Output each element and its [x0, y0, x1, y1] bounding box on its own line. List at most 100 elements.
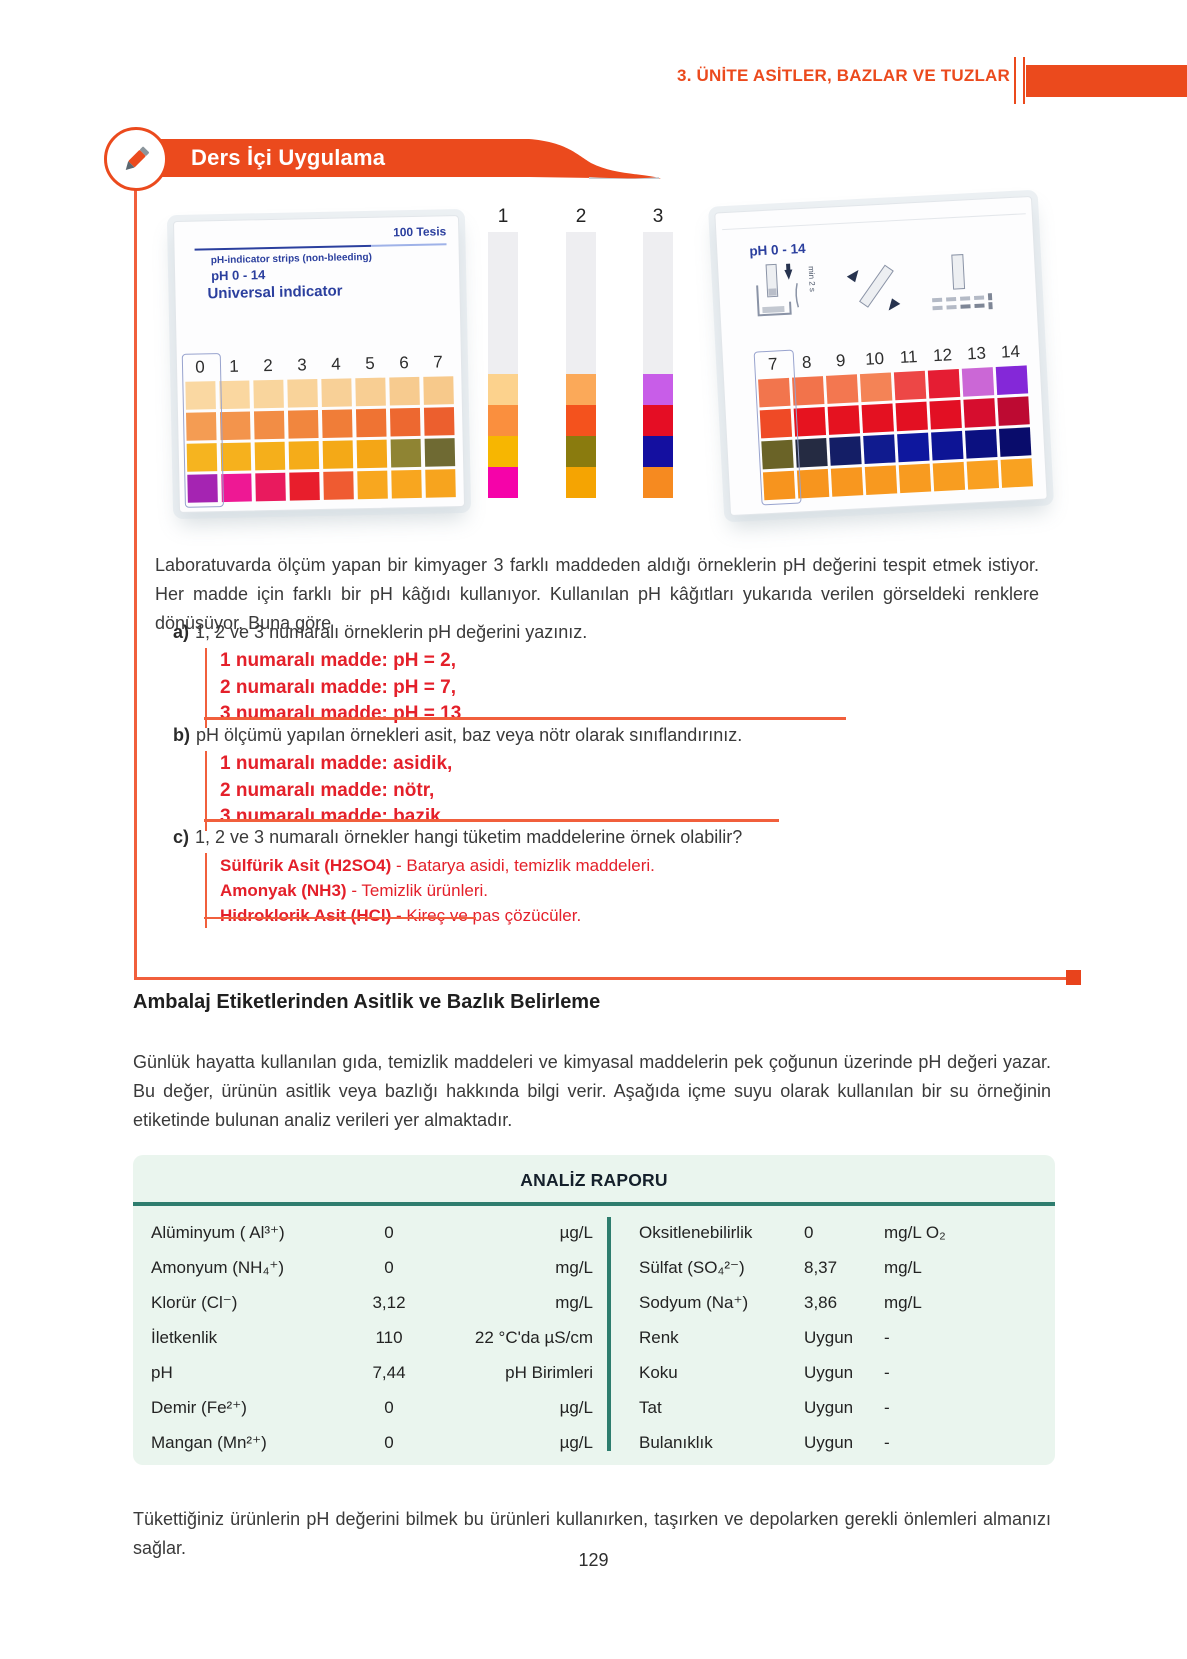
dip-time-caption: min 2 s: [806, 265, 818, 293]
ph-swatch: [253, 410, 285, 440]
ph-swatch: [898, 463, 932, 494]
strip-outline-overlay: [181, 353, 224, 508]
report-row: Tat Uygun -: [639, 1390, 1043, 1425]
ph-swatch: [323, 471, 354, 500]
ph-swatch: [859, 372, 893, 403]
section-paragraph: Günlük hayatta kullanılan gıda, temizlik…: [133, 1052, 1051, 1130]
banner-tail-shape: [529, 139, 661, 179]
activity-box-end-square: [1066, 970, 1081, 985]
report-row-label: Oksitlenebilirlik: [639, 1222, 753, 1242]
report-row: Renk Uygun -: [639, 1320, 1043, 1355]
ph-swatch: [931, 430, 964, 461]
answer-bracket-line: [204, 916, 476, 919]
report-title: ANALİZ RAPORU: [520, 1170, 668, 1190]
tests-count-label: 100 Tesis: [392, 224, 447, 240]
ph-swatch: [893, 370, 927, 401]
report-row-label: Alüminyum ( Al³⁺): [151, 1222, 285, 1242]
question-c-label: c): [173, 827, 190, 847]
question-a: a) 1, 2 ve 3 numaralı örneklerin pH değer…: [173, 622, 587, 643]
question-c-text: 1, 2 ve 3 numaralı örnekler hangi tüketi…: [195, 827, 743, 847]
report-row-label: Sodyum (Na⁺): [639, 1292, 749, 1312]
answer-examples: - Temizlik ürünleri.: [346, 881, 488, 900]
ph-swatch: [355, 377, 386, 407]
ph-swatch: [965, 429, 998, 459]
strip-number-label: 3: [652, 206, 664, 227]
strip-band: [643, 374, 673, 405]
strip-band: [488, 374, 518, 405]
box-rule-line: [194, 243, 447, 251]
report-row-label: Koku: [639, 1362, 678, 1382]
report-row-unit: µg/L: [559, 1397, 593, 1417]
strip-band: [566, 405, 596, 436]
ph-swatch: [287, 410, 319, 439]
report-row-label: Amonyum (NH₄⁺): [151, 1257, 285, 1277]
report-row-value: 8,37: [804, 1257, 838, 1277]
report-row-unit: mg/L: [884, 1257, 922, 1277]
strip-outline-overlay: [753, 349, 802, 506]
strip-band: [643, 436, 673, 467]
ph-swatch: [998, 427, 1032, 457]
answer-line: 2 numaralı madde: nötr,: [220, 779, 435, 801]
ph-scale-number: 14: [1000, 341, 1021, 362]
question-c: c) 1, 2 ve 3 numaralı örnekler hangi tüke…: [173, 827, 742, 848]
ph-swatch: [321, 409, 353, 438]
activity-banner-title: Ders İçi Uygulama: [191, 145, 386, 170]
report-row-value: 0: [384, 1257, 394, 1277]
answers-a: 1 numaralı madde: pH = 2, 2 numaralı madd…: [204, 648, 846, 728]
ph-swatch: [827, 405, 861, 435]
answer-line: 2 numaralı madde: pH = 7,: [220, 676, 456, 698]
report-row: Amonyum (NH₄⁺) 0 mg/L: [151, 1250, 593, 1285]
ph-swatch: [795, 437, 828, 468]
report-row-label: Bulanıklık: [639, 1432, 713, 1452]
report-row-label: Tat: [639, 1397, 662, 1417]
report-row-unit: mg/L: [884, 1292, 922, 1312]
answer-line: Sülfürik Asit (H2SO4) - Batarya asidi, t…: [220, 853, 655, 878]
answer-examples: - Kireç ve pas çözücüler.: [391, 906, 582, 925]
report-row-unit: -: [884, 1362, 890, 1382]
ph-swatch: [995, 365, 1029, 395]
section-heading: Ambalaj Etiketlerinden Asitlik ve Bazlık…: [133, 991, 601, 1013]
report-row-value: Uygun: [804, 1432, 854, 1452]
ph-indicator-box-7-14: pH 0 - 14 min 2 s: [714, 195, 1048, 517]
strip-band: [566, 374, 596, 405]
pencil-icon: [125, 146, 150, 170]
question-b: b) pH ölçümü yapılan örnekleri asit, baz …: [173, 725, 742, 746]
report-row-unit: -: [884, 1327, 890, 1347]
strip-band: [488, 436, 518, 467]
ph-swatch: [424, 438, 456, 467]
report-row: Koku Uygun -: [639, 1355, 1043, 1390]
ph-scale-number: 7: [433, 352, 443, 372]
report-row-unit: pH Birimleri: [505, 1362, 593, 1382]
box-indicator-label: Universal indicator: [207, 282, 343, 303]
answer-line: Amonyak (NH3) - Temizlik ürünleri.: [220, 878, 655, 903]
report-row-value: 0: [384, 1397, 394, 1417]
ph-scale-number: 13: [966, 343, 987, 364]
ph-swatch: [932, 461, 966, 492]
ph-swatch: [825, 374, 859, 404]
ph-swatch: [255, 472, 286, 502]
report-row-value: 3,12: [372, 1292, 406, 1312]
strip-number-label: 2: [575, 206, 587, 227]
shake-strip-icon: [846, 264, 901, 311]
test-strip: [566, 232, 596, 498]
ph-swatch: [321, 378, 352, 407]
report-row: Bulanıklık Uygun -: [639, 1425, 1043, 1460]
ph-swatch: [929, 399, 962, 430]
report-row-unit: -: [884, 1397, 890, 1417]
report-row-label: Mangan (Mn²⁺): [151, 1432, 267, 1452]
ph-scale-number: 3: [297, 355, 307, 375]
report-row-value: Uygun: [804, 1327, 854, 1347]
ph-swatch: [253, 379, 284, 409]
report-row-value: 0: [384, 1222, 394, 1242]
report-row-unit: mg/L O₂: [884, 1222, 946, 1242]
answers-b: 1 numaralı madde: asidik, 2 numaralı madd…: [204, 751, 779, 831]
report-row-value: 110: [375, 1327, 403, 1347]
ph-swatch: [830, 467, 864, 497]
answer-bracket-line: [204, 819, 779, 822]
activity-box-left-border: [134, 190, 137, 980]
report-row: Alüminyum ( Al³⁺) 0 µg/L: [151, 1215, 593, 1250]
ph-swatch: [1000, 458, 1034, 488]
compare-strip-icon: [932, 254, 993, 311]
ph-scale-number: 5: [365, 353, 375, 374]
